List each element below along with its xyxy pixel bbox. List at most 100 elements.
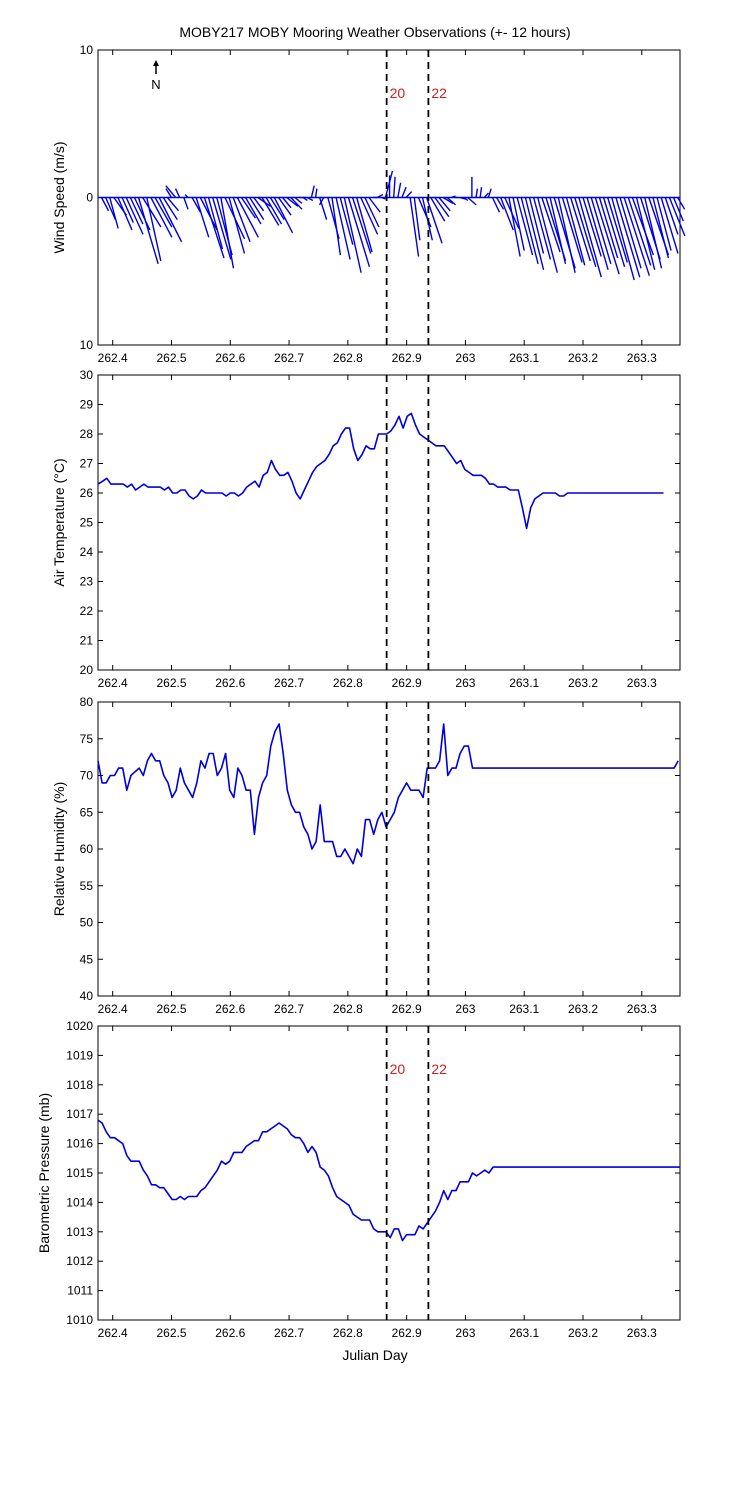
y-axis-label: Barometric Pressure (mb) bbox=[36, 1093, 52, 1253]
x-tick-label: 262.9 bbox=[392, 1326, 422, 1340]
wind-vector bbox=[294, 196, 303, 204]
x-tick-label: 262.6 bbox=[215, 676, 245, 690]
y-tick-label: 21 bbox=[80, 634, 94, 648]
y-tick-label: 20 bbox=[80, 663, 94, 677]
x-tick-label: 263.3 bbox=[627, 351, 657, 365]
wind-vector bbox=[174, 188, 181, 198]
wind-vector bbox=[355, 197, 373, 253]
wind-vector bbox=[537, 197, 559, 273]
wind-vector bbox=[623, 197, 651, 276]
wind-vector bbox=[520, 197, 539, 265]
wind-vector bbox=[100, 197, 110, 212]
x-axis-label: Julian Day bbox=[342, 1347, 408, 1363]
wind-vector bbox=[137, 197, 159, 265]
wind-vector bbox=[672, 197, 684, 222]
wind-vector bbox=[479, 187, 483, 198]
wind-vector bbox=[677, 197, 686, 210]
y-tick-label: 1011 bbox=[67, 1284, 93, 1298]
y-tick-label: 25 bbox=[80, 516, 94, 530]
wind-vector bbox=[314, 188, 318, 198]
series-line bbox=[97, 412, 664, 530]
y-tick-label: 1017 bbox=[66, 1107, 93, 1121]
wind-vector bbox=[244, 197, 262, 225]
wind-vector bbox=[183, 197, 189, 210]
y-tick-label: 75 bbox=[80, 732, 94, 746]
wind-vector bbox=[483, 192, 489, 198]
wind-vector bbox=[318, 197, 325, 206]
wind-vector bbox=[656, 197, 672, 251]
panel-1: 10 0 10 262.4 262.5 262.6 262.7 262.8 262.9 263 26… bbox=[51, 43, 686, 365]
wind-vector bbox=[607, 197, 628, 263]
y-tick-label: 1016 bbox=[66, 1137, 93, 1151]
plot-frame bbox=[97, 1025, 681, 1321]
x-tick-label: 263.2 bbox=[568, 351, 598, 365]
wind-vector bbox=[253, 197, 265, 212]
wind-vector bbox=[347, 197, 371, 268]
y-tick-label: 1014 bbox=[66, 1195, 93, 1209]
wind-vector bbox=[442, 196, 454, 204]
wind-vector bbox=[565, 197, 586, 266]
y-tick-label: 1020 bbox=[66, 1019, 93, 1033]
wind-vector bbox=[500, 197, 514, 231]
wind-vector bbox=[306, 196, 314, 202]
wind-vector bbox=[146, 197, 162, 262]
y-tick-label: 1018 bbox=[66, 1078, 93, 1092]
x-tick-label: 262.6 bbox=[215, 351, 245, 365]
series-line bbox=[97, 723, 679, 865]
wind-vector bbox=[475, 188, 479, 198]
wind-vector bbox=[335, 197, 351, 260]
wind-vector bbox=[199, 197, 218, 231]
wind-vector bbox=[409, 197, 420, 257]
wind-vector bbox=[191, 197, 202, 213]
wind-vector bbox=[495, 197, 505, 210]
x-tick-label: 262.6 bbox=[215, 1326, 245, 1340]
wind-vector bbox=[265, 197, 283, 225]
x-tick-label: 262.5 bbox=[156, 1002, 186, 1016]
wind-vector bbox=[438, 197, 451, 212]
wind-vector bbox=[578, 197, 602, 278]
wind-vector bbox=[561, 197, 583, 263]
wind-vector bbox=[360, 197, 379, 235]
x-tick-label: 262.5 bbox=[156, 1326, 186, 1340]
wind-vector bbox=[586, 197, 609, 270]
x-tick-label: 262.7 bbox=[274, 351, 304, 365]
x-tick-label: 263 bbox=[455, 676, 475, 690]
x-tick-label: 262.4 bbox=[98, 351, 128, 365]
wind-vector bbox=[184, 194, 189, 198]
wind-vector bbox=[133, 197, 151, 231]
y-tick-label: 24 bbox=[80, 545, 94, 559]
y-tick-label: 1019 bbox=[66, 1048, 93, 1062]
wind-vector bbox=[162, 197, 178, 220]
wind-vector bbox=[512, 197, 525, 251]
wind-vector bbox=[109, 197, 119, 229]
y-tick-label: 50 bbox=[80, 916, 94, 930]
y-tick-label: 1015 bbox=[66, 1166, 93, 1180]
x-tick-label: 262.9 bbox=[392, 676, 422, 690]
wind-vector bbox=[413, 197, 421, 241]
wind-vector bbox=[282, 197, 292, 209]
wind-vector bbox=[397, 182, 402, 198]
wind-vector bbox=[590, 197, 612, 265]
x-tick-label: 262.5 bbox=[156, 351, 186, 365]
wind-vector bbox=[228, 197, 246, 254]
y-axis-label: Relative Humidity (%) bbox=[51, 782, 67, 917]
wind-vector bbox=[467, 196, 477, 206]
y-tick-label: 22 bbox=[80, 604, 94, 618]
wind-vector bbox=[165, 188, 173, 198]
wind-vector bbox=[393, 176, 396, 198]
x-tick-label: 263 bbox=[455, 1326, 475, 1340]
y-tick-label: 10 bbox=[80, 338, 94, 352]
wind-vector bbox=[557, 197, 576, 273]
x-tick-label: 262.5 bbox=[156, 676, 186, 690]
wind-vector bbox=[339, 197, 354, 245]
wind-vector bbox=[261, 197, 280, 226]
wind-vector bbox=[166, 197, 180, 212]
marker-label: 22 bbox=[431, 85, 447, 101]
wind-vector bbox=[150, 197, 173, 238]
wind-vector bbox=[491, 197, 501, 213]
wind-vector bbox=[364, 197, 380, 228]
wind-vector bbox=[602, 197, 626, 268]
y-tick-label: 70 bbox=[80, 769, 94, 783]
wind-vector bbox=[220, 197, 235, 269]
